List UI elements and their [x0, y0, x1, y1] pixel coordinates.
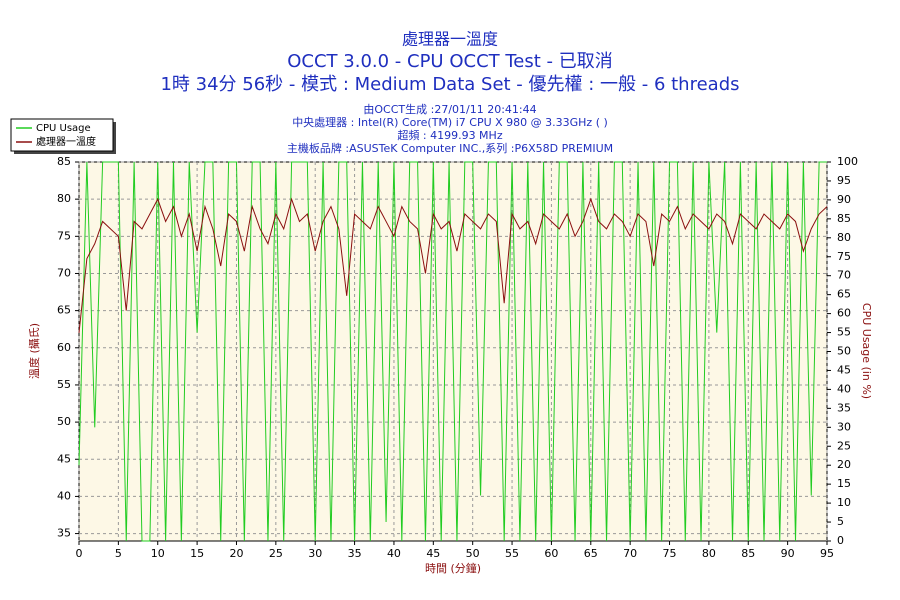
x-tick-label: 75: [663, 547, 677, 560]
y-tick-label: 75: [57, 229, 71, 242]
y2-tick-label: 50: [837, 345, 851, 358]
x-tick-label: 0: [76, 547, 83, 560]
y-tick-label: 70: [57, 266, 71, 279]
legend-label: CPU Usage: [36, 123, 91, 134]
x-tick-label: 30: [308, 547, 322, 560]
y2-tick-label: 55: [837, 326, 851, 339]
y2-tick-label: 40: [837, 382, 851, 395]
y2-tick-label: 85: [837, 212, 851, 225]
y2-tick-label: 80: [837, 231, 851, 244]
x-tick-label: 10: [151, 547, 165, 560]
chart-title: 處理器一溫度: [402, 30, 498, 49]
y2-tick-label: 35: [837, 401, 851, 414]
chart-title-line: 1時 34分 56秒 - 模式 : Medium Data Set - 優先權 …: [160, 74, 739, 95]
y-tick-label: 60: [57, 341, 71, 354]
y2-tick-label: 90: [837, 193, 851, 206]
y2-tick-label: 95: [837, 174, 851, 187]
y2-tick-label: 10: [837, 496, 851, 509]
legend-label: 處理器一溫度: [36, 135, 96, 148]
x-tick-label: 80: [702, 547, 716, 560]
x-tick-label: 90: [781, 547, 795, 560]
subtitle: 主機板品牌 :ASUSTeK Computer INC.,系列 :P6X58D …: [287, 141, 613, 155]
y2-tick-label: 100: [837, 155, 858, 168]
y-tick-label: 50: [57, 415, 71, 428]
y-axis-label: 溫度 (攝氏): [27, 323, 41, 379]
x-tick-label: 25: [269, 547, 283, 560]
subtitle: 超頻 : 4199.93 MHz: [397, 128, 502, 142]
x-tick-label: 5: [115, 547, 122, 560]
y2-tick-label: 75: [837, 250, 851, 263]
x-axis-label: 時間 (分鐘): [425, 561, 481, 575]
subtitle: 中央處理器 : Intel(R) Core(TM) i7 CPU X 980 @…: [292, 115, 608, 129]
y2-tick-label: 45: [837, 363, 851, 376]
y-tick-label: 65: [57, 304, 71, 317]
x-tick-label: 20: [229, 547, 243, 560]
y2-tick-label: 5: [837, 515, 844, 528]
x-tick-label: 50: [466, 547, 480, 560]
y-tick-label: 55: [57, 378, 71, 391]
y2-tick-label: 60: [837, 307, 851, 320]
x-tick-label: 85: [741, 547, 755, 560]
x-tick-label: 60: [544, 547, 558, 560]
y2-tick-label: 25: [837, 439, 851, 452]
y2-tick-label: 0: [837, 534, 844, 547]
y-tick-label: 40: [57, 489, 71, 502]
y-tick-label: 45: [57, 452, 71, 465]
y2-tick-label: 70: [837, 269, 851, 282]
y2-axis-label: CPU Usage (in %): [860, 303, 873, 399]
y2-tick-label: 20: [837, 458, 851, 471]
y-tick-label: 85: [57, 155, 71, 168]
x-tick-label: 40: [387, 547, 401, 560]
subtitle: 由OCCT生成 :27/01/11 20:41:44: [363, 102, 536, 116]
y2-tick-label: 15: [837, 477, 851, 490]
x-tick-label: 65: [584, 547, 598, 560]
legend-box: [10, 118, 114, 152]
y-tick-label: 80: [57, 192, 71, 205]
x-tick-label: 95: [820, 547, 834, 560]
x-tick-label: 35: [348, 547, 362, 560]
x-tick-label: 70: [623, 547, 637, 560]
y-tick-label: 35: [57, 527, 71, 540]
series-line: [78, 161, 827, 542]
y2-tick-label: 65: [837, 288, 851, 301]
y2-tick-label: 30: [837, 420, 851, 433]
x-tick-label: 15: [190, 547, 204, 560]
x-tick-label: 55: [505, 547, 519, 560]
chart-title-line: OCCT 3.0.0 - CPU OCCT Test - 已取消: [287, 51, 613, 72]
series-line: [78, 197, 828, 333]
x-tick-label: 45: [426, 547, 440, 560]
